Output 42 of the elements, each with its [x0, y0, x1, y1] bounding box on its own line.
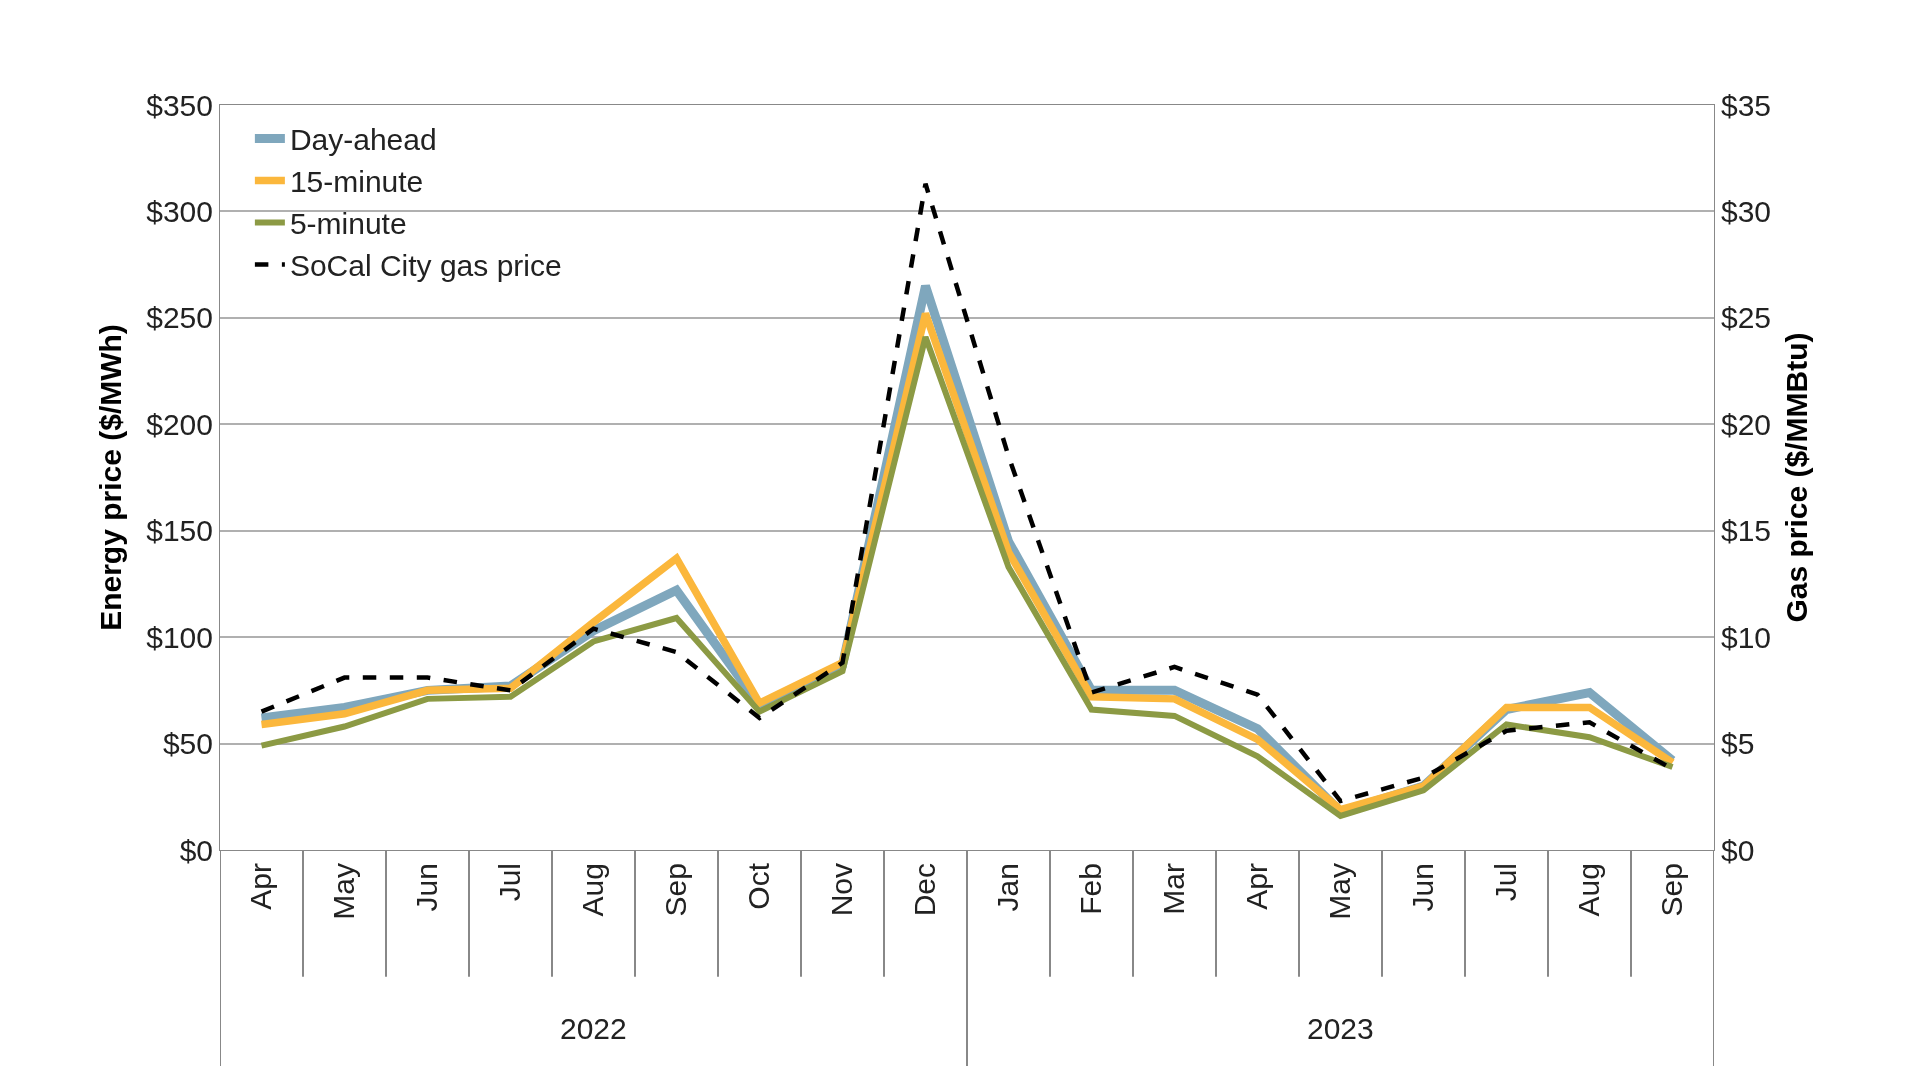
x-tick-label: Apr	[1240, 862, 1274, 910]
x-tick-label: Jun	[410, 863, 444, 912]
x-tick-label: Dec	[908, 863, 942, 917]
text: 2022	[560, 1012, 627, 1045]
x-tick-label: Aug	[1572, 863, 1606, 917]
text: 2023	[1307, 1012, 1374, 1045]
x-tick-label: Jan	[991, 863, 1025, 912]
legend-label: 5-minute	[289, 207, 407, 241]
y2-tick-label: $25	[1721, 301, 1772, 335]
y2-tick-label: $20	[1721, 407, 1772, 441]
x-tick-label: Aug	[576, 863, 610, 917]
y-tick-label: $50	[162, 727, 213, 761]
y2-tick-label: $0	[1721, 833, 1755, 867]
y-tick-label: $250	[146, 301, 213, 335]
x-tick-label: Apr	[244, 862, 278, 910]
legend-label: Day-ahead	[289, 123, 437, 157]
y2-tick-label: $15	[1721, 514, 1772, 548]
y-tick-label: $0	[179, 833, 213, 867]
y-tick-label: $300	[146, 194, 213, 228]
y2-tick-label: $30	[1721, 194, 1772, 228]
y-tick-label: $200	[146, 407, 213, 441]
x-tick-label: Jul	[1489, 863, 1523, 902]
x-tick-label: Feb	[1074, 863, 1108, 915]
y-axis-title: Energy price ($/MWh)	[94, 324, 128, 631]
y2-tick-label: $5	[1721, 727, 1755, 761]
legend-label: 15-minute	[289, 165, 424, 199]
y-tick-label: $350	[146, 88, 213, 122]
x-tick-label: Nov	[825, 863, 859, 917]
x-tick-label: Jul	[493, 863, 527, 902]
y2-tick-label: $10	[1721, 620, 1772, 654]
x-tick-label: Oct	[742, 862, 776, 910]
y2-axis-title: Gas price ($/MMBtu)	[1779, 332, 1813, 623]
x-tick-label: Sep	[1655, 863, 1689, 917]
x-tick-label: Sep	[659, 863, 693, 917]
y-tick-label: $150	[146, 514, 213, 548]
x-tick-label: May	[327, 863, 361, 920]
legend-label: SoCal City gas price	[289, 249, 562, 283]
x-tick-label: Jun	[1406, 863, 1440, 912]
x-tick-label: Mar	[1157, 863, 1191, 915]
y-tick-label: $100	[146, 620, 213, 654]
x-tick-label: May	[1323, 863, 1357, 920]
y2-tick-label: $35	[1721, 88, 1772, 122]
